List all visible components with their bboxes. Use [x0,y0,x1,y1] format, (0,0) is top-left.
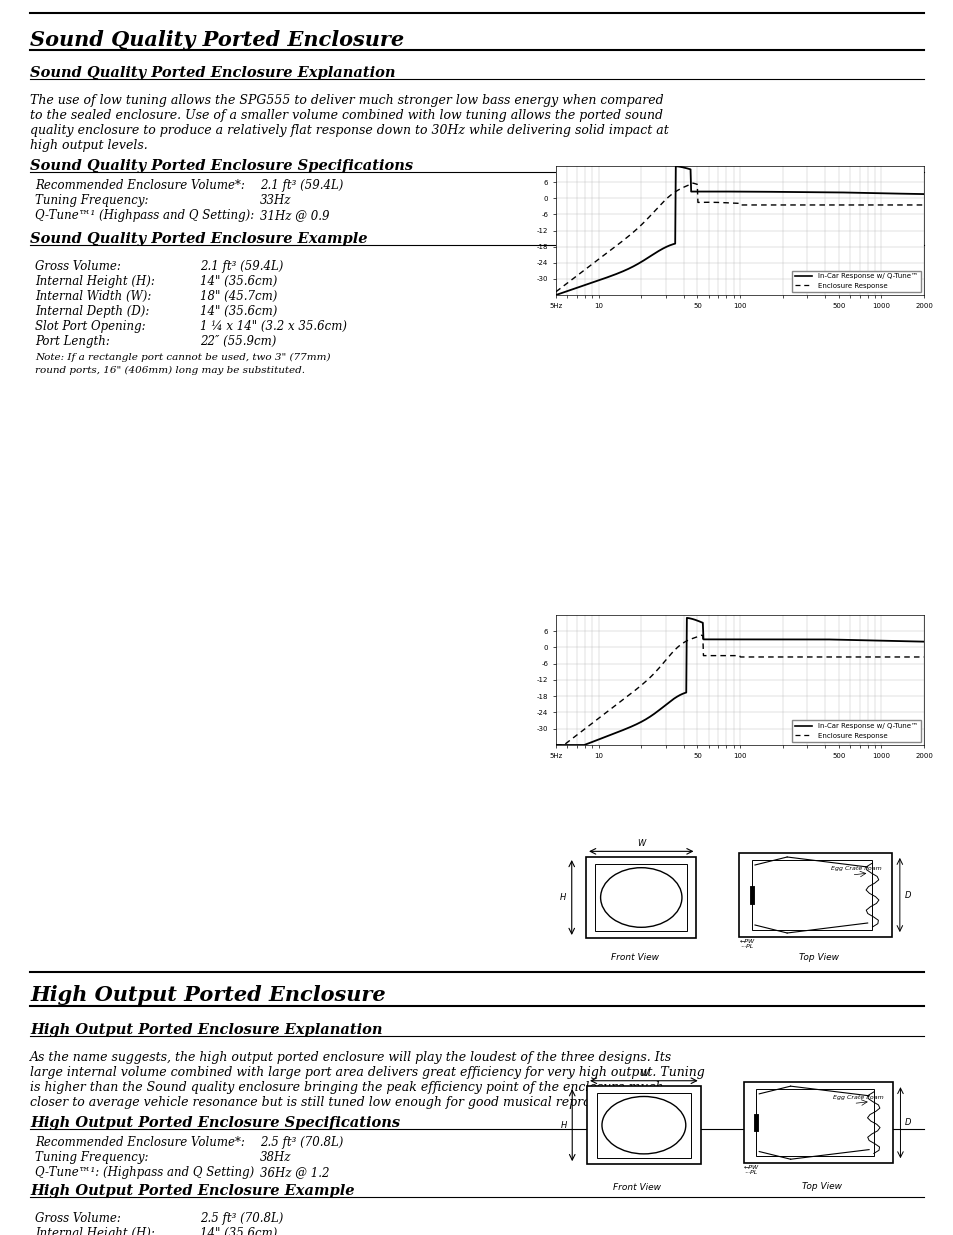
Text: Internal Height (H):: Internal Height (H): [35,275,154,288]
Text: 33Hz: 33Hz [260,194,292,207]
Text: Note: If a rectangle port cannot be used, two 3" (77mm): Note: If a rectangle port cannot be used… [35,353,330,362]
Text: 14" (35.6cm): 14" (35.6cm) [200,1228,277,1235]
Bar [739,853,891,937]
Text: Q-Tune™¹ (Highpass and Q Setting):: Q-Tune™¹ (Highpass and Q Setting): [35,209,254,222]
Text: The use of low tuning allows the SPG555 to deliver much stronger low bass energy: The use of low tuning allows the SPG555 … [30,94,663,107]
Text: Recommended Enclosure Volume*:: Recommended Enclosure Volume*: [35,1136,245,1149]
Text: Internal Height (H):: Internal Height (H): [35,1228,154,1235]
Text: Q-Tune™¹: (Highpass and Q Setting): Q-Tune™¹: (Highpass and Q Setting) [35,1166,254,1179]
Text: H: H [559,893,566,902]
Text: D: D [903,890,910,899]
Text: Top View: Top View [799,953,839,962]
Text: Recommended Enclosure Volume*:: Recommended Enclosure Volume*: [35,179,245,191]
Text: Internal Width (W):: Internal Width (W): [35,290,152,303]
Text: 2.1 ft³ (59.4L): 2.1 ft³ (59.4L) [200,261,283,273]
Text: D: D [904,1118,911,1128]
Text: quality enclosure to produce a relatively flat response down to 30Hz while deliv: quality enclosure to produce a relativel… [30,124,668,137]
Legend: In-Car Response w/ Q-Tune™, Enclosure Response: In-Car Response w/ Q-Tune™, Enclosure Re… [791,270,920,291]
Text: 2.5 ft³ (70.8L): 2.5 ft³ (70.8L) [260,1136,343,1149]
Text: Tuning Frequency:: Tuning Frequency: [35,1151,149,1165]
Bar [585,857,696,937]
Text: Gross Volume:: Gross Volume: [35,261,121,273]
Text: 14" (35.6cm): 14" (35.6cm) [200,275,277,288]
Text: Slot Port Opening:: Slot Port Opening: [35,320,146,333]
Text: 14" (35.6cm): 14" (35.6cm) [200,305,277,317]
Text: W: W [639,1070,647,1078]
Bar [751,860,872,930]
Text: ···PL: ···PL [744,1170,758,1174]
Text: round ports, 16" (406mm) long may be substituted.: round ports, 16" (406mm) long may be sub… [35,366,305,375]
Text: Tuning Frequency:: Tuning Frequency: [35,194,149,207]
Text: is higher than the Sound quality enclosure bringing the peak efficiency point of: is higher than the Sound quality enclosu… [30,1081,662,1094]
Text: high output levels.: high output levels. [30,140,148,152]
Text: H: H [560,1120,566,1130]
Text: Egg Crate Foam: Egg Crate Foam [830,866,881,871]
Text: Internal Depth (D):: Internal Depth (D): [35,305,150,317]
Text: Sound Quality Ported Enclosure Explanation: Sound Quality Ported Enclosure Explanati… [30,65,395,80]
Text: High Output Ported Enclosure Example: High Output Ported Enclosure Example [30,1184,355,1198]
Bar [756,1089,873,1156]
Text: ←PW: ←PW [743,1165,759,1170]
Text: closer to average vehicle resonance but is still tuned low enough for good music: closer to average vehicle resonance but … [30,1095,641,1109]
Text: 31Hz @ 0.9: 31Hz @ 0.9 [260,209,329,222]
Text: 2.1 ft³ (59.4L): 2.1 ft³ (59.4L) [260,179,343,191]
Text: 22″ (55.9cm): 22″ (55.9cm) [200,335,276,348]
Text: High Output Ported Enclosure Explanation: High Output Ported Enclosure Explanation [30,1023,382,1037]
Circle shape [600,868,681,927]
Text: Sound Quality Ported Enclosure Example: Sound Quality Ported Enclosure Example [30,232,367,246]
Text: 2.5 ft³ (70.8L): 2.5 ft³ (70.8L) [200,1212,283,1225]
Text: Top View: Top View [801,1182,841,1192]
Text: Front View: Front View [613,1183,660,1192]
Text: As the name suggests, the high output ported enclosure will play the loudest of : As the name suggests, the high output po… [30,1051,672,1065]
Text: Egg Crate Foam: Egg Crate Foam [832,1094,882,1099]
Legend: In-Car Response w/ Q-Tune™, Enclosure Response: In-Car Response w/ Q-Tune™, Enclosure Re… [791,720,920,741]
Text: Front View: Front View [610,953,658,962]
Text: 18" (45.7cm): 18" (45.7cm) [200,290,277,303]
Text: Gross Volume:: Gross Volume: [35,1212,121,1225]
Text: to the sealed enclosure. Use of a smaller volume combined with low tuning allows: to the sealed enclosure. Use of a smalle… [30,109,662,122]
Bar [586,1087,700,1165]
Text: Port Length:: Port Length: [35,335,110,348]
Bar [596,1093,691,1157]
Bar [595,863,686,931]
Text: large internal volume combined with large port area delivers great efficiency fo: large internal volume combined with larg… [30,1066,704,1079]
Text: Sound Quality Ported Enclosure: Sound Quality Ported Enclosure [30,30,404,49]
Text: 38Hz: 38Hz [260,1151,292,1165]
Text: 36Hz @ 1.2: 36Hz @ 1.2 [260,1166,329,1179]
Text: High Output Ported Enclosure: High Output Ported Enclosure [30,986,385,1005]
Text: W: W [637,840,645,848]
Circle shape [601,1097,685,1153]
Text: Sound Quality Ported Enclosure Specifications: Sound Quality Ported Enclosure Specifica… [30,159,413,173]
Bar [742,1082,892,1163]
Text: High Output Ported Enclosure Specifications: High Output Ported Enclosure Specificati… [30,1116,399,1130]
Text: ←PW: ←PW [739,939,754,944]
Text: 1 ¼ x 14" (3.2 x 35.6cm): 1 ¼ x 14" (3.2 x 35.6cm) [200,320,347,333]
Text: ···PL: ···PL [740,944,753,948]
